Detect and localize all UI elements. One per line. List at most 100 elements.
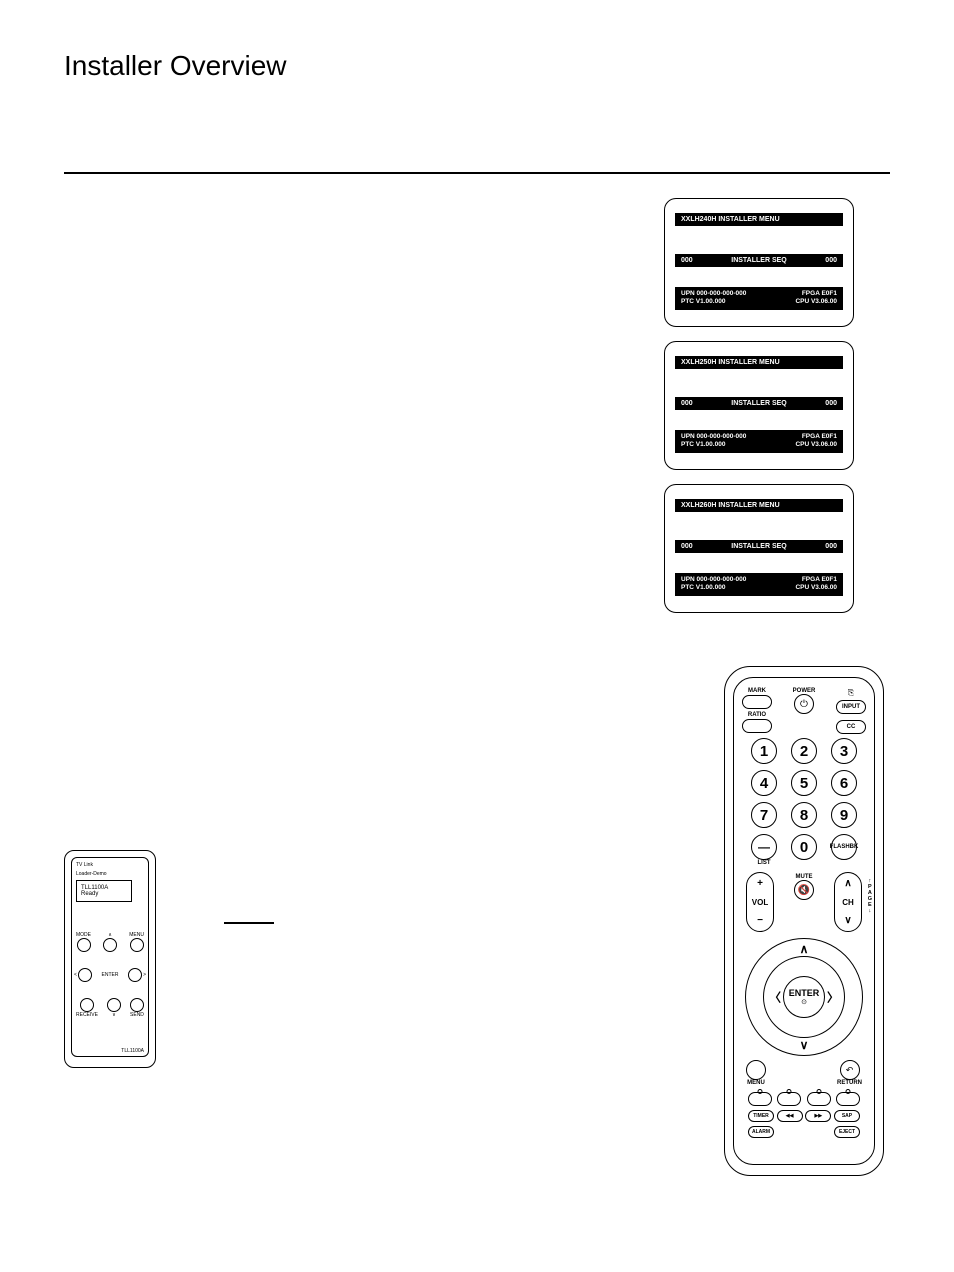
vol-label: VOL bbox=[752, 898, 768, 907]
num-8-button[interactable]: 8 bbox=[791, 802, 817, 828]
mute-button[interactable]: 🔇 bbox=[794, 880, 814, 900]
cc-button[interactable]: CC bbox=[836, 720, 866, 734]
menu2-row2-mid: INSTALLER SEQ bbox=[731, 400, 786, 407]
menu-label: MENU bbox=[747, 1080, 765, 1086]
menu3-row3: UPN 000-000-000-000 PTC V1.00.000 FPGA E… bbox=[675, 573, 843, 596]
menu1-row2-mid: INSTALLER SEQ bbox=[731, 257, 786, 264]
clone-screen: TLL1100A Ready bbox=[76, 880, 132, 902]
menu3-fpga: FPGA E0F1 bbox=[795, 576, 837, 584]
remote-control: MARK RATIO POWER ⏻ ⎘ INPUT CC 1 bbox=[724, 666, 884, 1176]
menu3-header: XXLH260H INSTALLER MENU bbox=[675, 499, 843, 512]
installer-menu-box-2: XXLH250H INSTALLER MENU 000 INSTALLER SE… bbox=[664, 341, 854, 470]
list-label: LIST bbox=[758, 860, 771, 866]
power-button[interactable]: ⏻ bbox=[794, 694, 814, 714]
menu1-cpu: CPU V3.06.00 bbox=[795, 298, 837, 306]
menu3-row2-mid: INSTALLER SEQ bbox=[731, 543, 786, 550]
mark-label: MARK bbox=[748, 688, 766, 694]
divider bbox=[64, 172, 890, 174]
clone-line1: TV Link bbox=[76, 862, 144, 868]
menu2-row2: 000 INSTALLER SEQ 000 bbox=[675, 397, 843, 410]
blue-button[interactable] bbox=[836, 1092, 860, 1106]
menu1-row2-left: 000 bbox=[681, 257, 693, 264]
installer-menu-box-3: XXLH260H INSTALLER MENU 000 INSTALLER SE… bbox=[664, 484, 854, 613]
num-5-button[interactable]: 5 bbox=[791, 770, 817, 796]
clone-model: TLL1100A bbox=[121, 1048, 144, 1054]
clone-send-button[interactable] bbox=[130, 998, 144, 1012]
menu1-row3: UPN 000-000-000-000 PTC V1.00.000 FPGA E… bbox=[675, 287, 843, 310]
menu2-row3: UPN 000-000-000-000 PTC V1.00.000 FPGA E… bbox=[675, 430, 843, 453]
page-label: ↑PAGE↓ bbox=[868, 878, 872, 914]
green-button[interactable] bbox=[777, 1092, 801, 1106]
num-0-button[interactable]: 0 bbox=[791, 834, 817, 860]
menu3-upn: UPN 000-000-000-000 bbox=[681, 576, 746, 584]
dpad-down[interactable]: ∨ bbox=[800, 1038, 809, 1052]
page-title: Installer Overview bbox=[64, 50, 890, 82]
ch-label: CH bbox=[842, 898, 854, 907]
ratio-button[interactable] bbox=[742, 719, 772, 733]
yellow-button[interactable] bbox=[807, 1092, 831, 1106]
enter-button[interactable]: ENTER ⊙ bbox=[783, 976, 825, 1018]
menu2-row2-right: 000 bbox=[825, 400, 837, 407]
menu2-cpu: CPU V3.06.00 bbox=[795, 441, 837, 449]
installer-menu-box-1: XXLH240H INSTALLER MENU 000 INSTALLER SE… bbox=[664, 198, 854, 327]
dpad-left[interactable]: 〈 bbox=[769, 989, 781, 1006]
clone-enter-label: ENTER bbox=[102, 972, 119, 978]
menu1-row2: 000 INSTALLER SEQ 000 bbox=[675, 254, 843, 267]
mark-button[interactable] bbox=[742, 695, 772, 709]
menu2-upn: UPN 000-000-000-000 bbox=[681, 433, 746, 441]
color-row bbox=[748, 1092, 860, 1106]
clone-left-button[interactable] bbox=[78, 968, 92, 982]
num-3-button[interactable]: 3 bbox=[831, 738, 857, 764]
sap-button[interactable]: SAP bbox=[834, 1110, 860, 1122]
menu3-cpu: CPU V3.06.00 bbox=[795, 584, 837, 592]
num-9-button[interactable]: 9 bbox=[831, 802, 857, 828]
input-button[interactable]: INPUT bbox=[836, 700, 866, 714]
enter-label: ENTER bbox=[789, 988, 820, 998]
num-2-button[interactable]: 2 bbox=[791, 738, 817, 764]
menu1-ptc: PTC V1.00.000 bbox=[681, 298, 746, 306]
ratio-label: RATIO bbox=[748, 712, 766, 718]
volume-rocker[interactable]: + VOL − bbox=[746, 872, 774, 932]
dpad: ENTER ⊙ ∧ ∨ 〈 〉 bbox=[745, 938, 863, 1056]
num-7-button[interactable]: 7 bbox=[751, 802, 777, 828]
clone-mode-button[interactable] bbox=[77, 938, 91, 952]
menu1-upn: UPN 000-000-000-000 bbox=[681, 290, 746, 298]
clone-send-label: SEND bbox=[130, 1012, 144, 1018]
num-1-button[interactable]: 1 bbox=[751, 738, 777, 764]
menu3-row2: 000 INSTALLER SEQ 000 bbox=[675, 540, 843, 553]
dpad-up[interactable]: ∧ bbox=[800, 942, 809, 956]
menu2-fpga: FPGA E0F1 bbox=[795, 433, 837, 441]
alarm-button[interactable]: ALARM bbox=[748, 1126, 774, 1138]
red-button[interactable] bbox=[748, 1092, 772, 1106]
eject-button[interactable]: EJECT bbox=[834, 1126, 860, 1138]
timer-button[interactable]: TIMER bbox=[748, 1110, 774, 1122]
channel-rocker[interactable]: ∧ CH ∨ bbox=[834, 872, 862, 932]
menu1-row2-right: 000 bbox=[825, 257, 837, 264]
clone-programmer: TV Link Loader-Demo TLL1100A Ready MODE … bbox=[64, 850, 156, 1068]
clone-right-button[interactable] bbox=[128, 968, 142, 982]
clone-menu-button[interactable] bbox=[130, 938, 144, 952]
menu2-ptc: PTC V1.00.000 bbox=[681, 441, 746, 449]
menu2-row2-left: 000 bbox=[681, 400, 693, 407]
menu-button[interactable] bbox=[746, 1060, 766, 1080]
clone-line2: Loader-Demo bbox=[76, 871, 144, 877]
clone-receive-button[interactable] bbox=[80, 998, 94, 1012]
number-pad: 1 2 3 4 5 6 7 8 9 — LIST bbox=[742, 738, 866, 866]
rewind-button[interactable]: ◀◀ bbox=[777, 1110, 803, 1122]
menu3-row2-right: 000 bbox=[825, 543, 837, 550]
forward-button[interactable]: ▶▶ bbox=[805, 1110, 831, 1122]
clone-screen-l2: Ready bbox=[81, 891, 127, 897]
dpad-right[interactable]: 〉 bbox=[827, 989, 839, 1006]
menu1-header: XXLH240H INSTALLER MENU bbox=[675, 213, 843, 226]
clone-up-button[interactable] bbox=[103, 938, 117, 952]
menu3-ptc: PTC V1.00.000 bbox=[681, 584, 746, 592]
return-button[interactable]: ↶ bbox=[840, 1060, 860, 1080]
num-4-button[interactable]: 4 bbox=[751, 770, 777, 796]
menu1-fpga: FPGA E0F1 bbox=[795, 290, 837, 298]
clone-down-button[interactable] bbox=[107, 998, 121, 1012]
num-6-button[interactable]: 6 bbox=[831, 770, 857, 796]
small-divider bbox=[224, 922, 274, 924]
installer-menu-group: XXLH240H INSTALLER MENU 000 INSTALLER SE… bbox=[664, 198, 854, 613]
flashbk-button[interactable]: FLASHBK bbox=[831, 834, 857, 860]
dash-button[interactable]: — bbox=[751, 834, 777, 860]
